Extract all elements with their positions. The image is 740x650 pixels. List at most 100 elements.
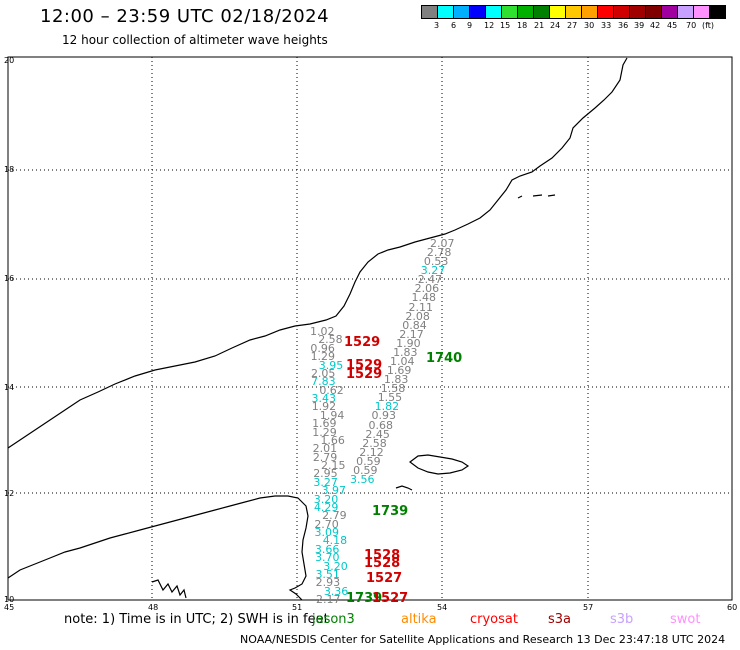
wave-height-value: 1.29 bbox=[312, 425, 337, 439]
wave-height-value: 0.93 bbox=[371, 409, 397, 423]
wave-height-value: 2.93 bbox=[315, 576, 341, 590]
latitude-label: 18 bbox=[4, 165, 15, 174]
wave-height-color-scale bbox=[421, 5, 726, 19]
scale-label: 12 bbox=[484, 21, 495, 30]
wave-height-value: 2.70 bbox=[314, 517, 339, 531]
wave-height-value: 3.56 bbox=[350, 473, 375, 486]
scale-swatch bbox=[709, 5, 726, 19]
wave-height-value: 1.04 bbox=[390, 355, 415, 368]
wave-height-value: 2.78 bbox=[426, 246, 452, 260]
wave-height-value: 1.94 bbox=[319, 408, 345, 422]
wave-height-value: 7.83 bbox=[311, 375, 336, 389]
wave-height-value: 2.58 bbox=[362, 436, 387, 450]
pass-time-label: 1527 bbox=[372, 591, 409, 606]
longitude-label: 60 bbox=[727, 603, 738, 612]
pass-time-label: 1528 bbox=[364, 548, 401, 563]
wave-height-value: 2.17 bbox=[316, 593, 341, 606]
map-subtitle: 12 hour collection of altimeter wave hei… bbox=[62, 33, 328, 47]
wave-height-value: 1.92 bbox=[311, 400, 337, 414]
longitude-label: 57 bbox=[583, 603, 594, 612]
wave-height-value: 4.29 bbox=[313, 500, 339, 514]
small-islands bbox=[395, 194, 556, 491]
wave-height-value: 2.79 bbox=[322, 509, 347, 523]
scale-label: 42 bbox=[650, 21, 661, 30]
wave-height-value: 2.17 bbox=[399, 327, 424, 341]
scale-label: 3 bbox=[434, 21, 440, 30]
wave-height-value: 1.02 bbox=[310, 325, 335, 338]
graticule bbox=[8, 57, 732, 600]
scale-label: 30 bbox=[584, 21, 595, 30]
latitude-label: 12 bbox=[4, 489, 15, 498]
wave-height-value: 1.29 bbox=[310, 350, 336, 364]
wave-height-value: 3.97 bbox=[321, 484, 347, 498]
wave-height-value: 2.15 bbox=[321, 459, 346, 472]
map-frame bbox=[7, 56, 733, 601]
latitude-label: 20 bbox=[4, 56, 15, 65]
credit-line: NOAA/NESDIS Center for Satellite Applica… bbox=[240, 633, 726, 646]
wave-height-value: 0.84 bbox=[402, 318, 427, 332]
wave-height-value: 0.62 bbox=[319, 383, 344, 397]
footnote: note: 1) Time is in UTC; 2) SWH is in fe… bbox=[64, 612, 329, 627]
wave-height-value: 4.18 bbox=[322, 534, 348, 548]
wave-height-value: 3.27 bbox=[313, 475, 338, 489]
pass-time-label: 1740 bbox=[426, 351, 463, 366]
wave-height-value: 1.55 bbox=[377, 391, 403, 405]
wave-height-value: 0.96 bbox=[310, 341, 335, 355]
pass-time-label: 1528 bbox=[364, 556, 401, 571]
arabian-coastline bbox=[7, 57, 628, 449]
wave-height-value: 3.27 bbox=[420, 264, 446, 278]
scale-label: (ft) bbox=[702, 21, 715, 30]
wave-height-value: 0.53 bbox=[423, 255, 449, 269]
scale-label: 36 bbox=[618, 21, 629, 30]
wave-height-value: 1.69 bbox=[312, 417, 337, 431]
latitude-label: 14 bbox=[4, 383, 15, 392]
scale-label: 33 bbox=[601, 21, 612, 30]
scale-label: 45 bbox=[667, 21, 678, 30]
wave-height-value: 2.12 bbox=[359, 445, 384, 459]
legend-s3b: s3b bbox=[610, 612, 634, 627]
wave-height-value: 0.68 bbox=[368, 418, 393, 432]
wave-height-value: 2.05 bbox=[310, 366, 336, 380]
wave-height-value: 1.58 bbox=[380, 382, 406, 396]
socotra-island bbox=[409, 454, 470, 475]
scale-label: 6 bbox=[451, 21, 457, 30]
pass-time-label: 1529 bbox=[346, 358, 383, 373]
wave-height-value: 2.45 bbox=[365, 427, 390, 441]
pass-time-label: 1529 bbox=[344, 335, 381, 350]
scale-label: 21 bbox=[534, 21, 545, 30]
longitude-label: 48 bbox=[148, 603, 159, 612]
wave-height-value: 0.59 bbox=[356, 454, 381, 468]
wave-height-value: 2.58 bbox=[318, 333, 343, 347]
wave-height-value: 2.07 bbox=[430, 237, 455, 250]
wave-height-value: 3.36 bbox=[323, 584, 349, 598]
wave-height-value: 3.66 bbox=[314, 542, 340, 556]
shore-detail bbox=[151, 579, 187, 599]
wave-height-value: 3.70 bbox=[315, 551, 340, 565]
wave-height-value: 1.82 bbox=[374, 400, 400, 414]
legend-altika: altika bbox=[401, 612, 437, 627]
wave-height-value: 2.47 bbox=[417, 273, 443, 287]
wave-height-value: 2.95 bbox=[313, 467, 338, 481]
map-title: 12:00 – 23:59 UTC 02/18/2024 bbox=[40, 6, 330, 27]
wave-height-value: 1.66 bbox=[320, 433, 345, 447]
longitude-label: 51 bbox=[292, 603, 303, 612]
wave-height-scale-labels: 3 6 9 12 15 18 21 24 27 30 33 36 39 42 45 70 (ft) bbox=[422, 21, 740, 33]
scale-label: 70 bbox=[686, 21, 697, 30]
wave-height-value: 1.83 bbox=[383, 373, 409, 387]
scale-label: 27 bbox=[567, 21, 578, 30]
longitude-label: 54 bbox=[437, 603, 448, 612]
scale-label: 9 bbox=[467, 21, 473, 30]
wave-height-value: 2.11 bbox=[408, 300, 433, 314]
scale-label: 39 bbox=[634, 21, 645, 30]
scale-label: 15 bbox=[500, 21, 511, 30]
pass-time-label: 1527 bbox=[366, 571, 403, 586]
wave-height-value: 2.06 bbox=[414, 282, 440, 296]
wave-height-value: 1.83 bbox=[393, 345, 418, 359]
horn-of-africa-coastline bbox=[7, 495, 309, 601]
wave-height-value: 3.95 bbox=[318, 358, 344, 372]
legend-cryosat: cryosat bbox=[470, 612, 518, 627]
wave-height-value: 3.20 bbox=[313, 492, 339, 506]
wave-height-value: 3.51 bbox=[315, 567, 340, 581]
wave-height-value: 3.09 bbox=[314, 526, 340, 539]
